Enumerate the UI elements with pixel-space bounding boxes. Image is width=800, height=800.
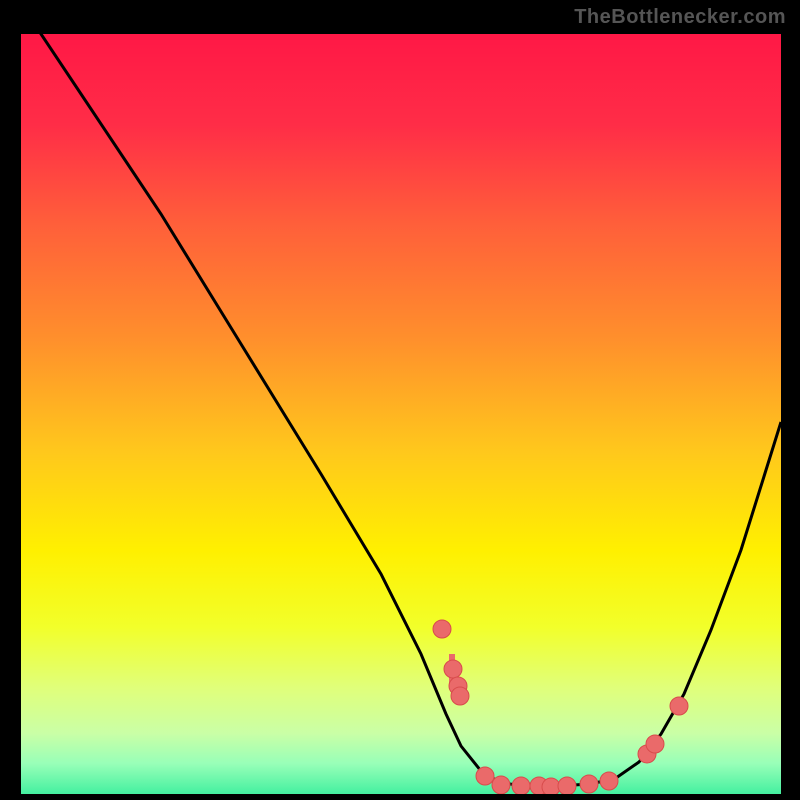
bottleneck-curve-plot xyxy=(21,34,781,794)
data-point xyxy=(670,697,688,715)
data-point xyxy=(492,776,510,794)
data-point xyxy=(580,775,598,793)
data-point xyxy=(451,687,469,705)
gradient-background xyxy=(21,34,781,794)
data-point xyxy=(433,620,451,638)
data-point xyxy=(558,777,576,794)
data-point xyxy=(444,660,462,678)
data-point xyxy=(600,772,618,790)
data-point xyxy=(542,778,560,794)
data-point xyxy=(476,767,494,785)
chart-canvas: TheBottlenecker.com xyxy=(0,0,800,800)
attribution-text: TheBottlenecker.com xyxy=(574,6,786,29)
data-point xyxy=(512,777,530,794)
data-point xyxy=(646,735,664,753)
